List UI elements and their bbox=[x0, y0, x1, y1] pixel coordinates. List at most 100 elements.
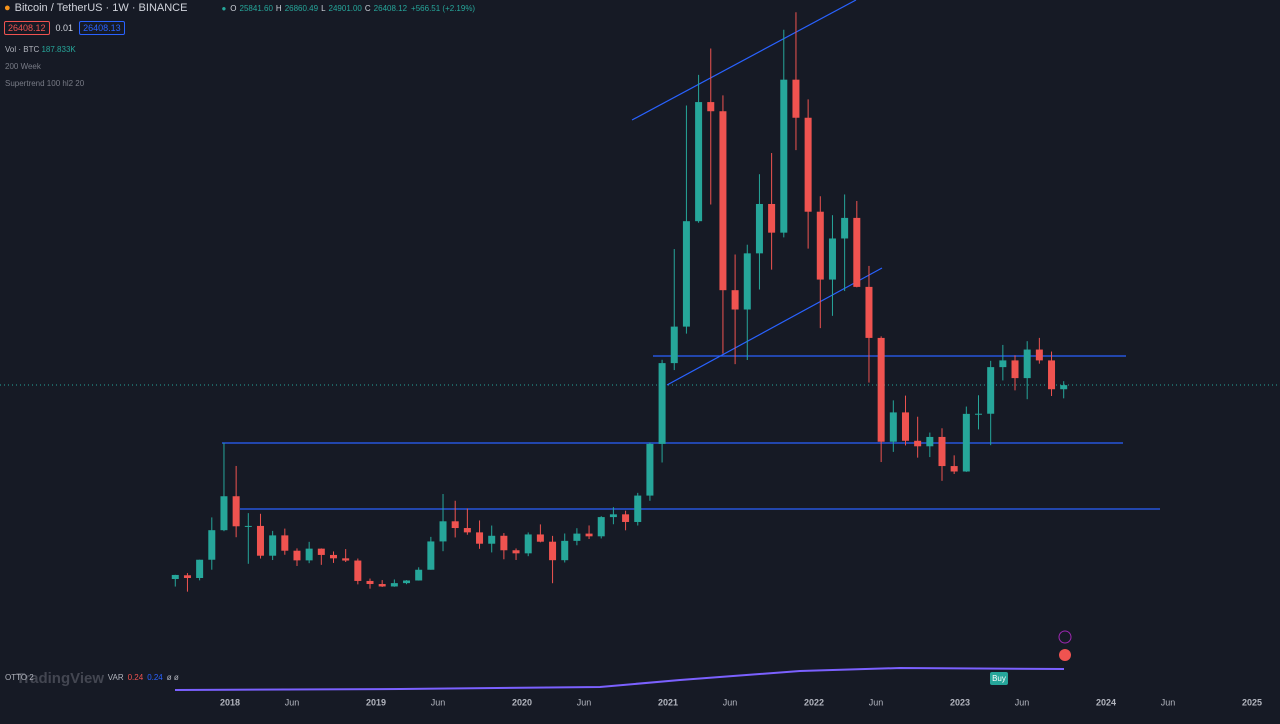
candle-body bbox=[622, 514, 630, 522]
candle-body bbox=[342, 558, 350, 561]
candle-body bbox=[196, 559, 204, 578]
candle-body bbox=[451, 521, 459, 529]
x-tick-label: Jun bbox=[1015, 697, 1030, 707]
candle-body bbox=[427, 541, 435, 570]
trade-box: 26408.12 0.01 26408.13 bbox=[4, 21, 125, 35]
candle-body bbox=[877, 337, 885, 442]
x-tick-label: 2019 bbox=[366, 697, 386, 707]
candle-body bbox=[281, 535, 289, 551]
candle-body bbox=[816, 211, 824, 280]
otto-v2: 0.24 bbox=[147, 673, 163, 682]
ohlc-value: 25841.60 bbox=[239, 3, 273, 13]
ohlc-key: L bbox=[321, 3, 326, 13]
candle-body bbox=[390, 583, 398, 587]
candle-body bbox=[804, 117, 812, 212]
ohlc-value: 24901.00 bbox=[328, 3, 362, 13]
indicator-name: Vol · BTC bbox=[5, 45, 40, 54]
candle-body bbox=[841, 217, 849, 239]
x-tick-label: 2022 bbox=[804, 697, 824, 707]
indicator: Supertrend 100 hl2 20 bbox=[5, 79, 84, 88]
x-tick-label: Jun bbox=[1161, 697, 1176, 707]
candle-body bbox=[549, 541, 557, 561]
x-tick-label: 2021 bbox=[658, 697, 678, 707]
candle-body bbox=[695, 102, 703, 222]
x-tick-label: 2020 bbox=[512, 697, 532, 707]
candle-body bbox=[585, 533, 593, 537]
candle-body bbox=[646, 443, 654, 496]
candle-body bbox=[183, 575, 191, 578]
candle-body bbox=[1048, 360, 1056, 390]
buy-price[interactable]: 26408.13 bbox=[79, 21, 125, 35]
candle-body bbox=[609, 514, 617, 518]
indicator-value: 187.833K bbox=[41, 45, 76, 54]
candle-body bbox=[865, 286, 873, 338]
x-tick-label: 2018 bbox=[220, 697, 240, 707]
candle-body bbox=[597, 517, 605, 537]
candle-body bbox=[914, 440, 922, 447]
candle-body bbox=[682, 221, 690, 327]
candle-body bbox=[950, 466, 958, 472]
candle-body bbox=[269, 535, 277, 556]
trendlines bbox=[222, 0, 1160, 510]
candle-body bbox=[220, 496, 228, 531]
candle-body bbox=[938, 436, 946, 467]
candle-body bbox=[768, 203, 776, 233]
candle-body bbox=[378, 584, 386, 587]
candle-body bbox=[500, 535, 508, 551]
candle-body bbox=[1035, 349, 1043, 361]
symbol: Bitcoin / TetherUS · 1W · BINANCE bbox=[14, 2, 188, 14]
sell-price[interactable]: 26408.12 bbox=[4, 21, 50, 35]
candle-body bbox=[403, 580, 411, 584]
candle-body bbox=[780, 79, 788, 233]
x-tick-label: Jun bbox=[431, 697, 446, 707]
candle-body bbox=[658, 363, 666, 444]
otto-name: OTTO 2 bbox=[5, 673, 34, 682]
candle-body bbox=[305, 548, 313, 561]
candle-body bbox=[256, 525, 264, 556]
candle-body bbox=[317, 548, 325, 555]
otto-rest: ø ø bbox=[166, 673, 179, 682]
ohlc: O 25841.60 H 26860.49 L 24901.00 C 26408.12 bbox=[230, 4, 407, 13]
candle-body bbox=[853, 217, 861, 287]
candle-body bbox=[670, 326, 678, 364]
icon[interactable] bbox=[1058, 630, 1072, 644]
candle-body bbox=[1023, 349, 1031, 379]
watermark: TradingView bbox=[16, 670, 104, 687]
dot: ● bbox=[221, 3, 227, 13]
x-tick-label: Jun bbox=[869, 697, 884, 707]
coin-icon: ● bbox=[4, 2, 11, 14]
candle-body bbox=[536, 534, 544, 542]
candle-body bbox=[1060, 385, 1068, 390]
candle-body bbox=[232, 496, 240, 527]
icon[interactable] bbox=[1059, 649, 1071, 661]
candle-body bbox=[1011, 360, 1019, 379]
indicator: 200 Week bbox=[5, 62, 41, 71]
candle-body bbox=[171, 574, 179, 580]
candle-body bbox=[889, 412, 897, 442]
candle-body bbox=[439, 521, 447, 542]
x-tick-label: 2023 bbox=[950, 697, 970, 707]
candle-body bbox=[366, 580, 374, 585]
candle-body bbox=[792, 79, 800, 118]
ohlc-value: 26860.49 bbox=[284, 3, 319, 13]
x-tick-label: Jun bbox=[577, 697, 592, 707]
candle-body bbox=[354, 560, 362, 581]
otto-v1: 0.24 bbox=[127, 673, 144, 682]
candle-body bbox=[962, 413, 970, 472]
candle-body bbox=[524, 534, 532, 554]
candle-body bbox=[828, 238, 836, 280]
buy-tag-bg bbox=[990, 672, 1008, 685]
candle-body bbox=[707, 102, 715, 112]
candle-body bbox=[987, 367, 995, 414]
candle-body bbox=[755, 203, 763, 254]
candle-body bbox=[573, 533, 581, 541]
x-tick-label: Jun bbox=[285, 697, 300, 707]
indicator-name: Supertrend 100 hl2 20 bbox=[5, 79, 85, 88]
candle-body bbox=[975, 413, 983, 415]
x-axis: 2018 Jun 2019 Jun 2020 Jun 2021 Jun 2022 Jun 2023 J… bbox=[220, 697, 1262, 707]
ohlc-key: H bbox=[275, 3, 282, 13]
candle-body bbox=[415, 569, 423, 581]
